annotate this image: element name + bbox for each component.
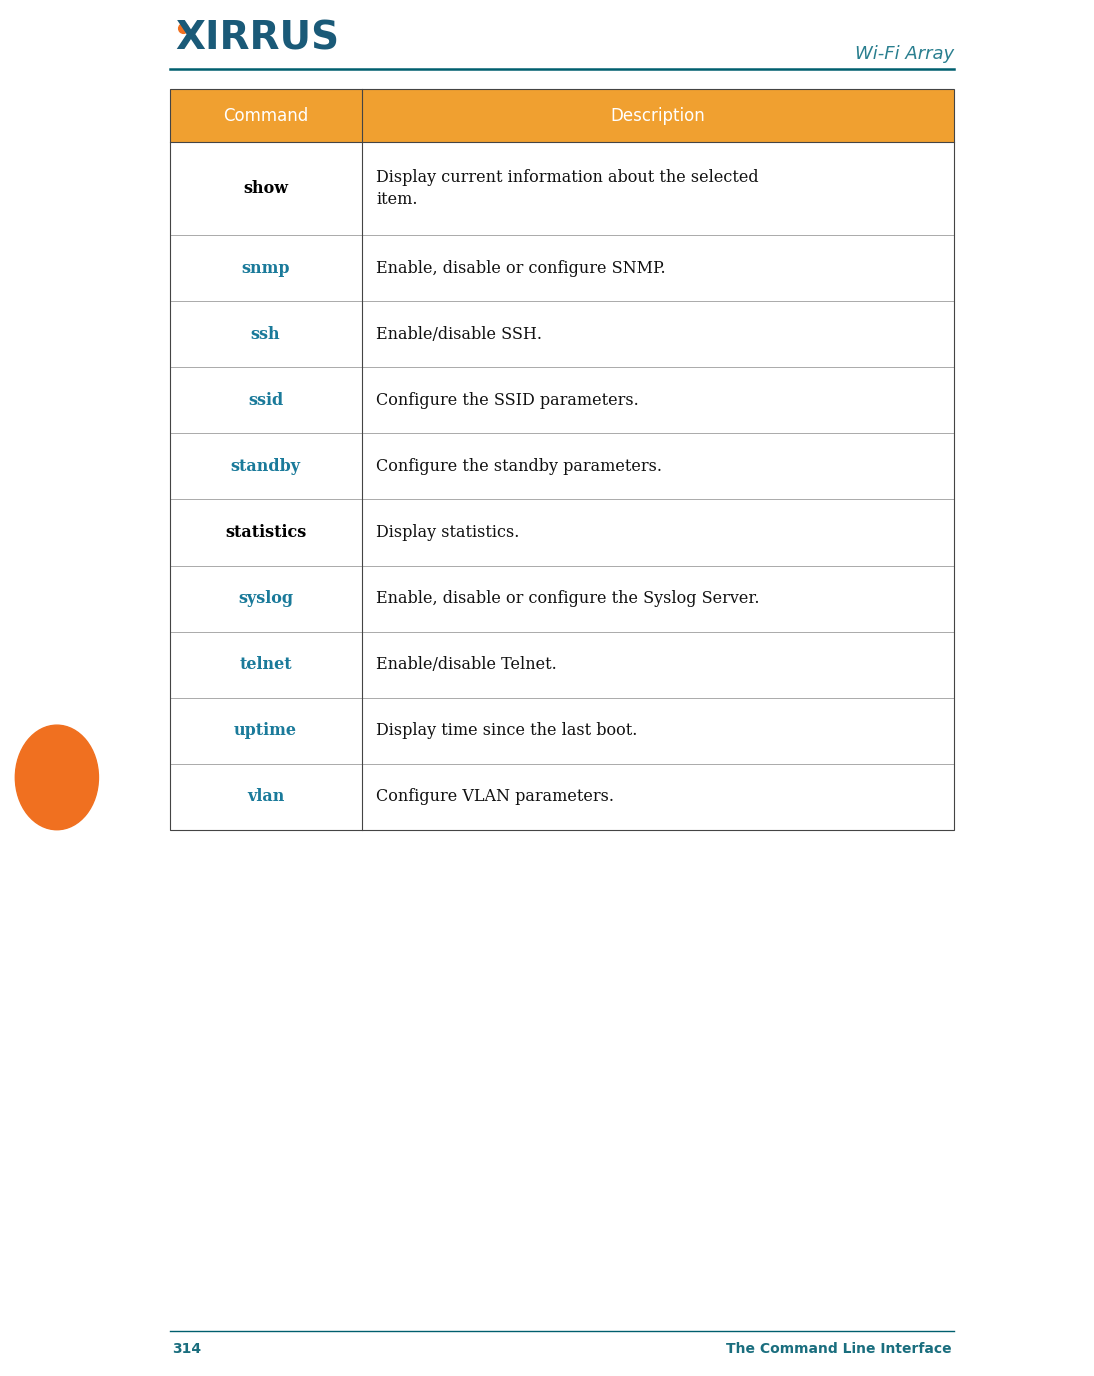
Text: vlan: vlan	[247, 788, 284, 805]
Text: syslog: syslog	[238, 590, 293, 607]
Text: Enable/disable Telnet.: Enable/disable Telnet.	[376, 656, 557, 673]
Text: Configure VLAN parameters.: Configure VLAN parameters.	[376, 788, 614, 805]
Bar	[170, 433, 954, 499]
Text: Display current information about the selected
item.: Display current information about the se…	[376, 169, 758, 208]
Bar	[170, 301, 954, 367]
Bar	[170, 89, 954, 830]
Text: Command: Command	[223, 106, 309, 125]
Bar	[170, 499, 954, 566]
Bar	[170, 89, 954, 142]
Text: Enable, disable or configure the Syslog Server.: Enable, disable or configure the Syslog …	[376, 590, 759, 607]
Text: statistics: statistics	[225, 524, 306, 541]
Text: Wi-Fi Array: Wi-Fi Array	[854, 45, 954, 63]
Text: uptime: uptime	[234, 722, 298, 739]
Text: Configure the SSID parameters.: Configure the SSID parameters.	[376, 392, 639, 409]
Text: Display statistics.: Display statistics.	[376, 524, 520, 541]
Text: Display time since the last boot.: Display time since the last boot.	[376, 722, 638, 739]
Text: ssh: ssh	[251, 326, 280, 343]
Text: Configure the standby parameters.: Configure the standby parameters.	[376, 458, 662, 475]
Bar	[170, 632, 954, 698]
Bar	[170, 235, 954, 301]
Text: show: show	[243, 180, 288, 197]
Text: telnet: telnet	[240, 656, 292, 673]
Bar	[170, 764, 954, 830]
Text: snmp: snmp	[242, 260, 290, 277]
Bar	[170, 367, 954, 433]
Text: Description: Description	[610, 106, 706, 125]
Circle shape	[15, 725, 98, 830]
Text: Enable/disable SSH.: Enable/disable SSH.	[376, 326, 542, 343]
Bar	[170, 698, 954, 764]
Text: 314: 314	[172, 1342, 201, 1355]
Text: Enable, disable or configure SNMP.: Enable, disable or configure SNMP.	[376, 260, 665, 277]
Text: The Command Line Interface: The Command Line Interface	[726, 1342, 952, 1355]
Text: XIRRUS: XIRRUS	[175, 19, 339, 58]
Text: standby: standby	[231, 458, 301, 475]
Text: ssid: ssid	[248, 392, 283, 409]
Bar	[170, 566, 954, 632]
Bar	[170, 142, 954, 235]
